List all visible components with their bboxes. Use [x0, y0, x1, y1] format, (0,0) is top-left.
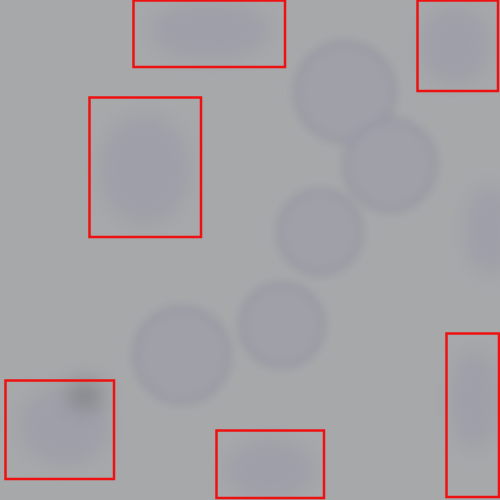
detections	[4, 0, 500, 500]
bounding-box	[4, 379, 116, 481]
cells	[133, 41, 437, 404]
bounding-box	[416, 0, 500, 93]
cell	[100, 115, 190, 225]
bounding-box	[132, 0, 287, 69]
cell	[465, 185, 500, 275]
bounding-box	[88, 96, 203, 239]
cell	[150, 0, 270, 60]
cell	[225, 440, 315, 500]
cell	[420, 5, 490, 85]
cell	[294, 41, 396, 143]
cell	[450, 350, 500, 450]
faint-cells	[20, 0, 500, 500]
cell	[239, 282, 325, 368]
dark-spot	[67, 380, 103, 410]
bounding-box	[215, 429, 326, 500]
cell	[343, 118, 437, 212]
cell	[277, 189, 363, 275]
cell	[133, 306, 231, 404]
bounding-box	[445, 332, 500, 499]
